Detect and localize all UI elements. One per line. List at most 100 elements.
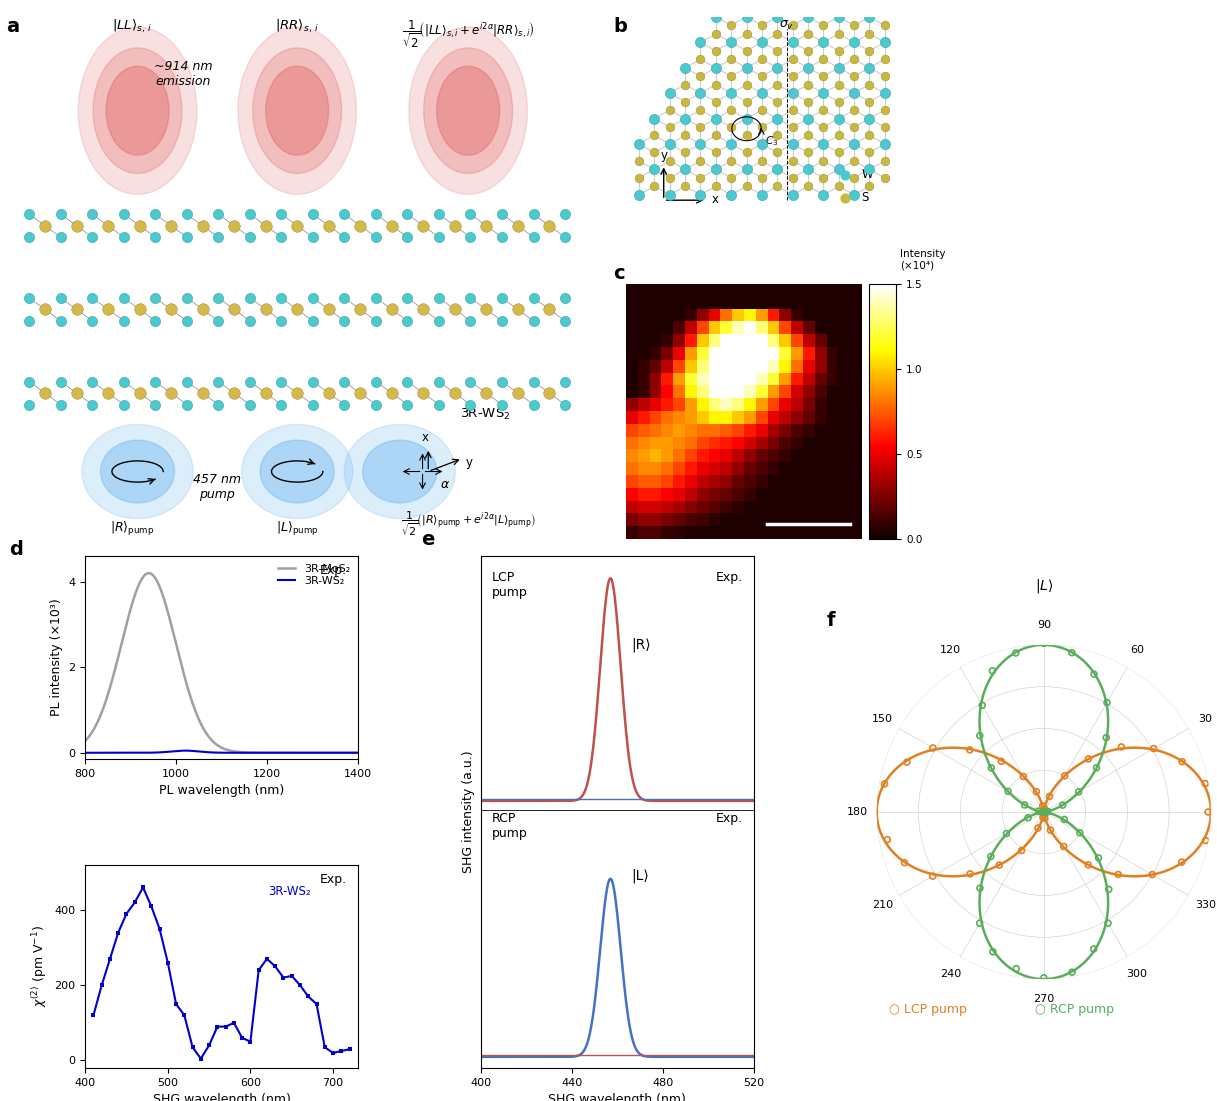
Point: [691, 85, 711, 102]
Point: [675, 177, 695, 195]
Point: [706, 92, 725, 110]
Point: [1084, 940, 1104, 958]
Point: [706, 143, 725, 161]
Point: [19, 373, 39, 391]
Point: [783, 17, 802, 34]
Point: [736, 92, 756, 110]
Point: [507, 217, 527, 235]
Point: [660, 152, 679, 170]
Point: [1097, 729, 1116, 746]
Point: [445, 384, 465, 402]
Point: [51, 206, 71, 224]
Point: [1034, 804, 1054, 821]
Point: [814, 170, 834, 187]
Point: [208, 206, 228, 224]
Point: [981, 848, 1000, 865]
Point: [1034, 799, 1054, 817]
Point: [1038, 803, 1058, 820]
Point: [240, 228, 259, 246]
Point: [178, 395, 197, 413]
Point: [768, 161, 787, 178]
Point: [660, 101, 679, 119]
Point: [783, 152, 802, 170]
Point: [875, 152, 894, 170]
Point: [875, 67, 894, 85]
Text: Exp.: Exp.: [716, 571, 742, 585]
Text: Intensity
(×10⁴): Intensity (×10⁴): [901, 249, 946, 270]
Text: S: S: [862, 192, 869, 204]
Point: [114, 290, 134, 307]
Point: [629, 152, 649, 170]
Point: [192, 384, 212, 402]
Point: [99, 217, 118, 235]
Point: [445, 217, 465, 235]
Point: [752, 85, 772, 102]
Point: [829, 110, 848, 128]
Text: $\dfrac{1}{\sqrt{2}}\!\left(|R\rangle_{\rm pump}+e^{i2\alpha}|L\rangle_{\rm pump: $\dfrac{1}{\sqrt{2}}\!\left(|R\rangle_{\…: [400, 510, 535, 538]
3R-MoS₂: [350, 746, 365, 760]
Point: [19, 206, 39, 224]
Point: [366, 228, 386, 246]
Point: [287, 301, 307, 318]
Point: [798, 8, 818, 25]
Point: [1036, 804, 1055, 821]
Text: ○ RCP pump: ○ RCP pump: [1034, 1003, 1114, 1016]
3R-WS₂: [239, 746, 253, 760]
Point: [798, 92, 818, 110]
Y-axis label: SHG intensity (a.u.): SHG intensity (a.u.): [462, 751, 476, 873]
Point: [814, 118, 834, 135]
Point: [99, 384, 118, 402]
Point: [675, 127, 695, 144]
Text: $|R\rangle_{\rm pump}$: $|R\rangle_{\rm pump}$: [110, 520, 155, 538]
Point: [507, 384, 527, 402]
Point: [523, 312, 543, 329]
Point: [706, 25, 725, 43]
Point: [130, 217, 150, 235]
Point: [997, 825, 1016, 842]
Point: [1172, 753, 1191, 771]
Point: [829, 161, 848, 178]
Point: [752, 152, 772, 170]
Point: [146, 290, 166, 307]
Point: [492, 228, 511, 246]
Point: [114, 312, 134, 329]
3R-WS₂: [148, 746, 163, 760]
Point: [675, 110, 695, 128]
Text: x: x: [422, 432, 428, 445]
Point: [51, 228, 71, 246]
Point: [722, 186, 741, 204]
Point: [492, 206, 511, 224]
Point: [645, 161, 664, 178]
Point: [83, 228, 102, 246]
Point: [798, 76, 818, 94]
Point: [1033, 797, 1053, 815]
3R-MoS₂: [78, 734, 92, 748]
Point: [287, 384, 307, 402]
Point: [51, 290, 71, 307]
Point: [752, 170, 772, 187]
3R-MoS₂: [148, 573, 163, 586]
Text: 3R-WS$_2$: 3R-WS$_2$: [460, 406, 510, 422]
Point: [1034, 804, 1054, 821]
Point: [208, 312, 228, 329]
Text: $\alpha$: $\alpha$: [441, 478, 450, 491]
Point: [178, 228, 197, 246]
Point: [461, 312, 481, 329]
Ellipse shape: [424, 48, 512, 174]
Point: [814, 152, 834, 170]
Line: 3R-MoS₂: 3R-MoS₂: [85, 574, 358, 753]
Point: [691, 67, 711, 85]
Point: [146, 373, 166, 391]
Text: |L⟩: |L⟩: [630, 869, 649, 883]
Point: [691, 186, 711, 204]
3R-MoS₂: [141, 567, 156, 580]
Point: [829, 25, 848, 43]
3R-WS₂: [350, 746, 365, 760]
Point: [691, 51, 711, 68]
Point: [645, 110, 664, 128]
Point: [875, 118, 894, 135]
Point: [162, 217, 181, 235]
Point: [875, 170, 894, 187]
Point: [660, 186, 679, 204]
Point: [114, 395, 134, 413]
